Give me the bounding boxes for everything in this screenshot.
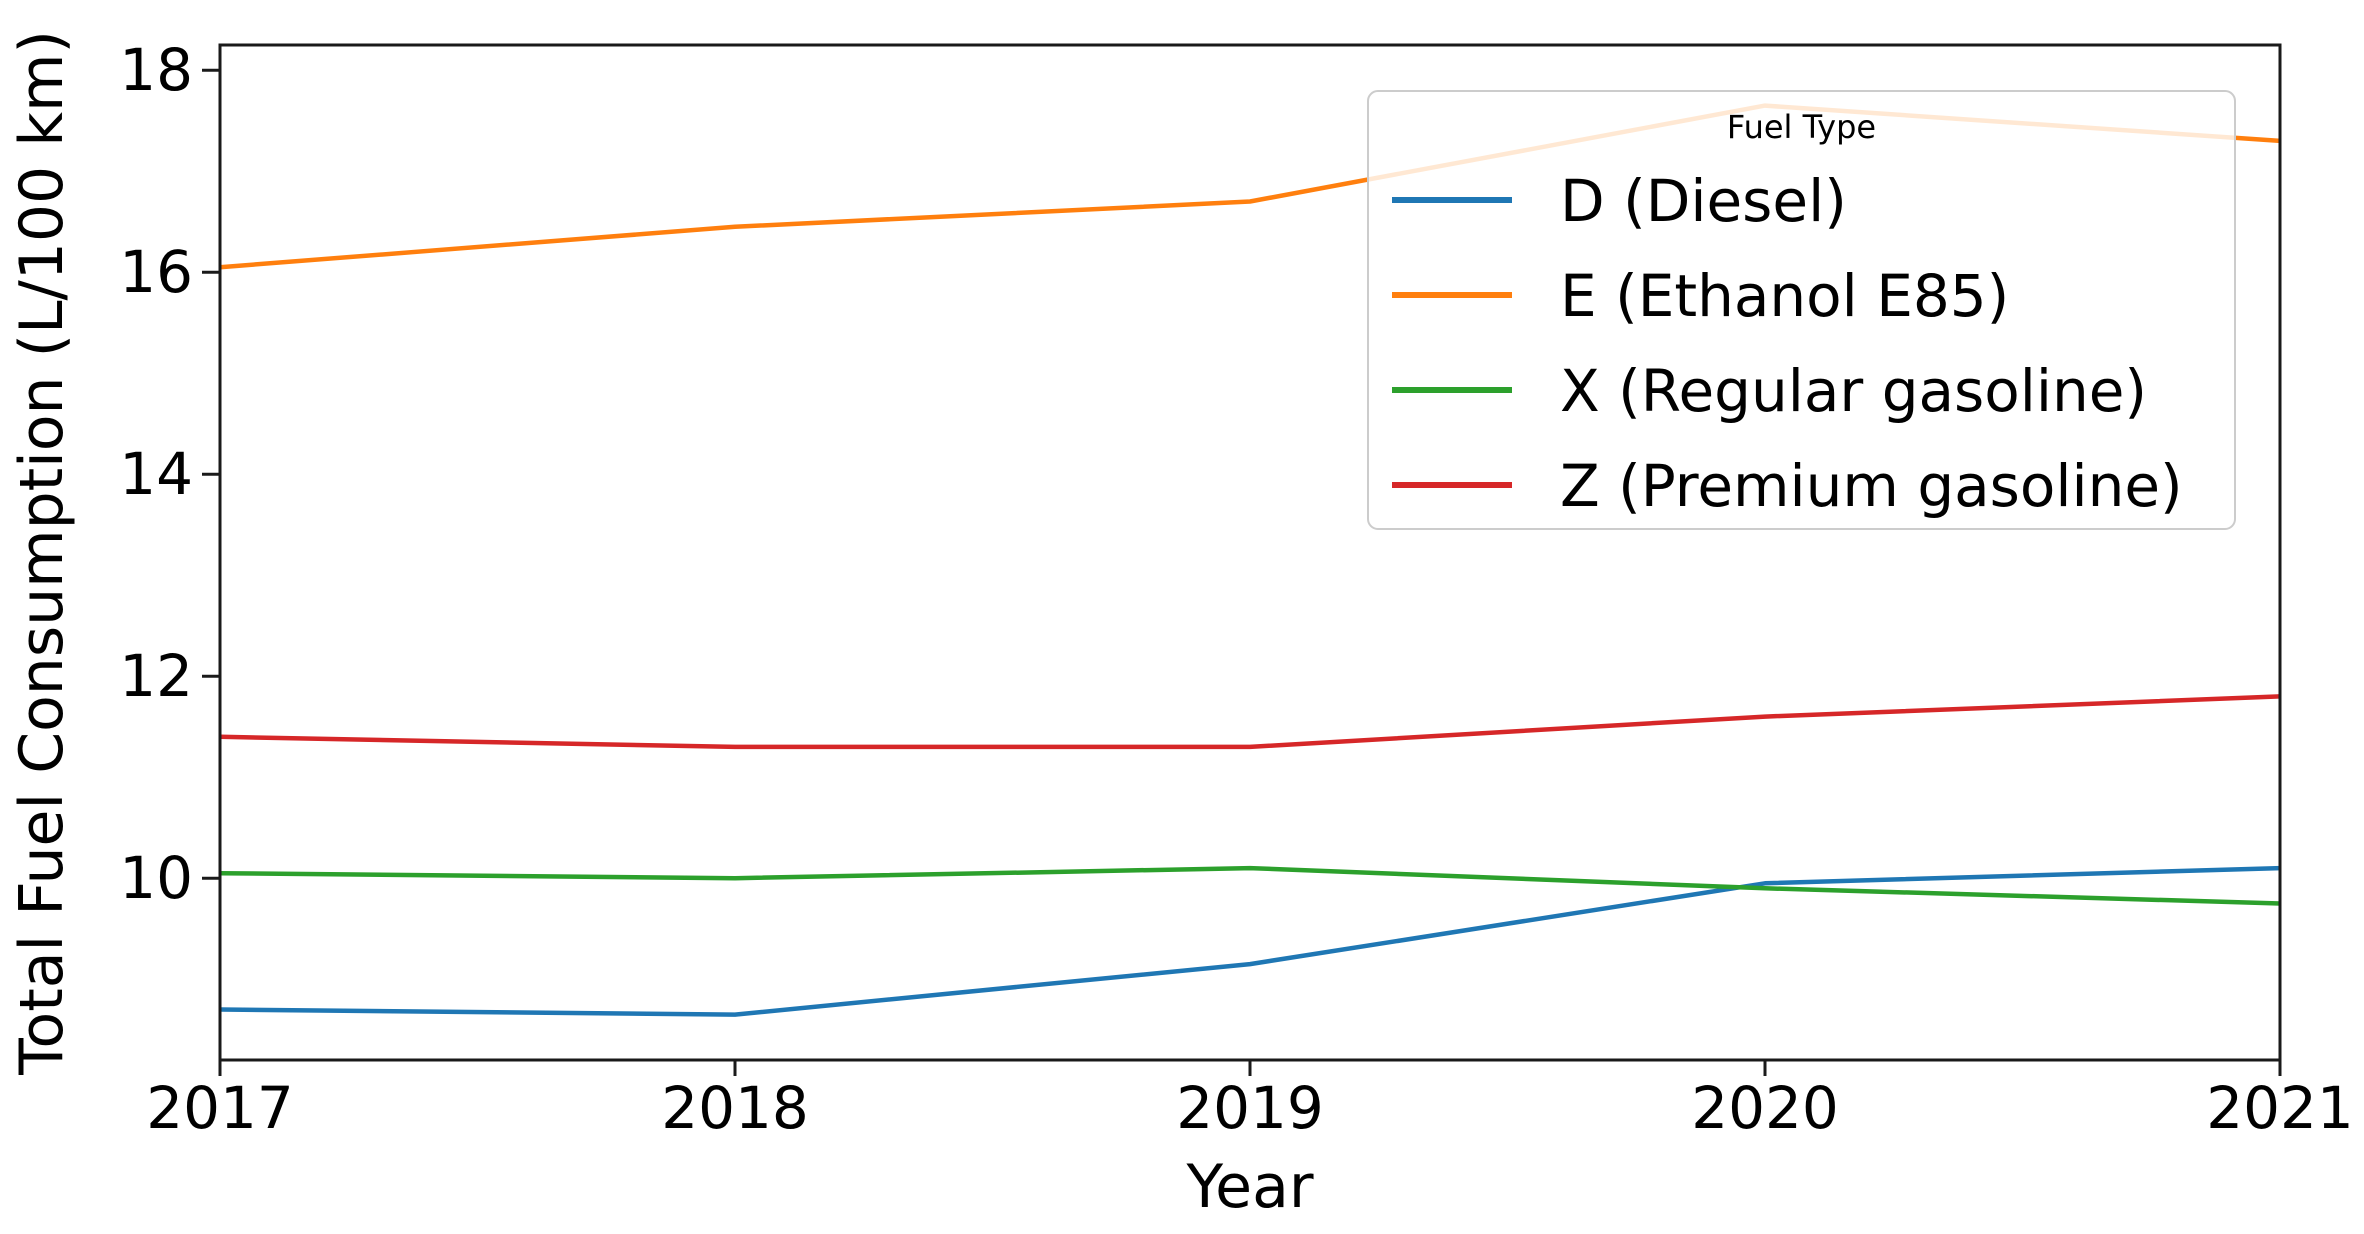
y-axis-tick-label: 16 — [119, 238, 193, 306]
legend: Fuel Type D (Diesel) E (Ethanol E85) X (Reg… — [1367, 90, 2236, 530]
legend-entry-label-E: E (Ethanol E85) — [1560, 262, 2009, 330]
series-line-D — [219, 865, 2281, 1017]
legend-frame — [1367, 90, 2236, 530]
legend-entry-label-D: D (Diesel) — [1560, 167, 1847, 235]
x-axis-label: Year — [1185, 1152, 1313, 1222]
y-axis-tick-label: 14 — [119, 440, 193, 508]
legend-title: Fuel Type — [1727, 108, 1876, 146]
x-axis-tick-label: 2019 — [1176, 1074, 1324, 1142]
x-axis-tick-label: 2021 — [2206, 1074, 2354, 1142]
y-axis-label: Total Fuel Consumption (L/100 km) — [7, 30, 77, 1076]
legend-entry-label-X: X (Regular gasoline) — [1560, 357, 2147, 425]
x-axis-tick-label: 2017 — [146, 1074, 294, 1142]
series-line-X — [219, 865, 2281, 906]
legend-entry-label-Z: Z (Premium gasoline) — [1560, 452, 2183, 520]
y-axis-tick-label: 18 — [119, 36, 193, 104]
x-axis-tick-label: 2020 — [1691, 1074, 1839, 1142]
y-axis-tick-label: 12 — [119, 642, 193, 710]
series-line-Z — [219, 694, 2281, 750]
y-axis-tick-label: 10 — [119, 844, 193, 912]
x-axis-tick-label: 2018 — [661, 1074, 809, 1142]
